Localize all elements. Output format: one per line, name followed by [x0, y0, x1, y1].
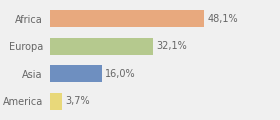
Text: 32,1%: 32,1% [156, 41, 187, 51]
Bar [50, 10, 204, 27]
Text: 3,7%: 3,7% [66, 96, 90, 106]
Bar [50, 38, 153, 55]
Text: 16,0%: 16,0% [105, 69, 136, 79]
Bar [50, 65, 102, 82]
Text: 48,1%: 48,1% [207, 14, 238, 24]
Bar [50, 93, 62, 110]
